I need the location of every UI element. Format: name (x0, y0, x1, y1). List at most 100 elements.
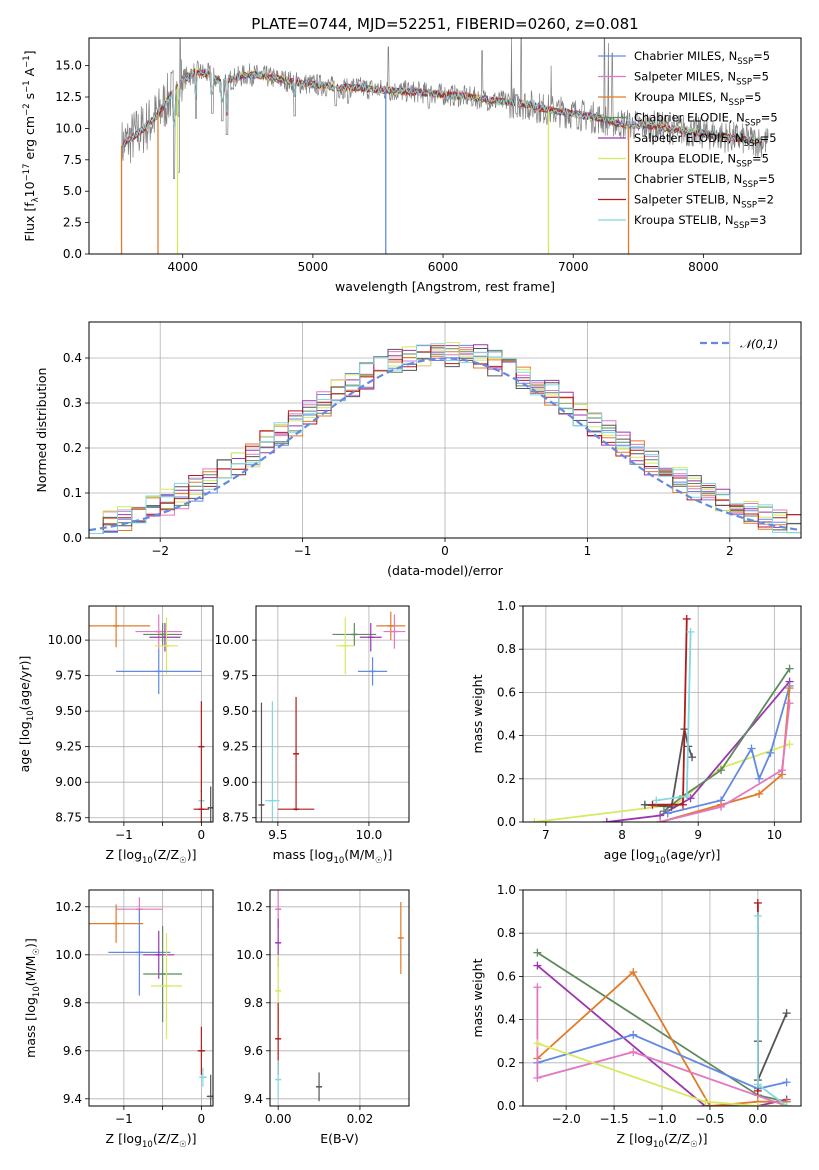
y-tick-label: 10.00 (215, 633, 249, 647)
residual-histogram (89, 343, 801, 534)
plus-marker (785, 664, 794, 673)
plus-marker (629, 1030, 638, 1039)
x-tick-label: 4000 (167, 260, 198, 274)
plus-marker (640, 800, 649, 809)
panel-spectrum: 4000 5000 6000 7000 8000 0.0 2.5 5.0 7.5 10.0 12.5… (22, 37, 802, 294)
plus-marker (785, 740, 794, 749)
x-tick-label: 8000 (688, 260, 719, 274)
plus-marker (682, 614, 691, 623)
plus-marker (682, 792, 691, 801)
mass-weight-series (659, 703, 791, 822)
y-tick-label: 15.0 (55, 59, 82, 73)
y-tick-label: 9.6 (244, 1044, 263, 1058)
y-tick-label: 10.0 (55, 948, 82, 962)
plus-marker (629, 1048, 638, 1056)
axes-frame (88, 889, 214, 1107)
errorbar-point (199, 1067, 207, 1087)
legend-label: Chabrier MILES, NSSP=5 (634, 49, 770, 67)
errorbar-point (383, 614, 406, 649)
plus-marker (717, 766, 726, 775)
y-tick-label: 9.50 (222, 704, 249, 718)
y-axis-label: mass weight (470, 958, 485, 1037)
y-tick-label: 9.50 (55, 704, 82, 718)
y-tick-label: 0.4 (497, 729, 516, 743)
plot-area (530, 614, 794, 822)
x-tick-label: 0.0 (748, 1112, 767, 1126)
axes-frame (88, 605, 214, 823)
y-tick-label: 0.0 (63, 531, 82, 545)
y-tick-label: 2.5 (63, 216, 82, 230)
plus-marker (782, 1078, 791, 1087)
x-tick-label: 0 (198, 828, 206, 842)
errorbar-point (154, 617, 179, 675)
y-tick-label: 9.4 (63, 1092, 82, 1106)
plus-marker (530, 818, 539, 822)
errorbar-point (316, 1072, 323, 1102)
plus-marker (782, 1009, 791, 1018)
plot-area (533, 898, 791, 1106)
y-tick-label: 0.0 (63, 247, 82, 261)
x-tick-label: 7000 (558, 260, 589, 274)
legend-label: 𝒩(0,1) (740, 337, 778, 351)
plus-marker (755, 774, 764, 783)
errorbar-point (332, 623, 377, 646)
legend-label: Chabrier STELIB, NSSP=5 (634, 172, 775, 190)
x-tick-label: 0 (198, 1112, 206, 1126)
y-axis-label: mass weight (470, 674, 485, 753)
plus-marker (533, 1039, 542, 1048)
errorbar-point (143, 623, 182, 646)
plus-marker (686, 627, 695, 636)
y-tick-label: 0.2 (63, 441, 82, 455)
mass-weight-series (537, 1042, 787, 1106)
legend-label: Kroupa ELODIE, NSSP=5 (634, 152, 769, 170)
x-axis-label: age [log10(age/yr)] (604, 847, 721, 866)
x-tick-label: 0.02 (347, 1112, 374, 1126)
mass-weight-series (757, 915, 788, 1106)
plus-marker (782, 1102, 791, 1106)
y-tick-label: 10.00 (48, 633, 82, 647)
errorbar-point (149, 623, 181, 652)
errorbar-point (397, 902, 404, 974)
model-spectrum (122, 68, 763, 149)
legend-label: Chabrier ELODIE, NSSP=5 (634, 111, 778, 129)
plus-marker (705, 1102, 714, 1106)
plot-area (275, 890, 404, 1102)
errorbar-point (376, 611, 406, 641)
y-tick-label: 0.1 (63, 486, 82, 500)
errorbar-point (336, 617, 355, 675)
x-tick-label: −1 (115, 828, 133, 842)
panel-mass-vs-Z: −1 0 9.4 9.6 9.8 10.0 10.2 Z [log10(Z/Z☉)] mass … (23, 889, 214, 1150)
gridlines (523, 889, 801, 1107)
plot-area (89, 606, 213, 822)
x-tick-label: −1.0 (647, 1112, 676, 1126)
x-tick-label: −0.5 (695, 1112, 724, 1126)
x-tick-label: 9.5 (268, 828, 287, 842)
x-axis-label: mass [log10(M/M☉)] (273, 847, 393, 866)
x-tick-label: 10 (767, 828, 782, 842)
y-tick-label: 10.2 (236, 900, 263, 914)
mass-weight-series (537, 1033, 787, 1090)
plus-marker (785, 684, 794, 693)
mass-weight-series (536, 964, 787, 1106)
y-tick-label: 9.25 (222, 740, 249, 754)
plus-marker (533, 948, 542, 957)
y-tick-label: 0.0 (497, 815, 516, 829)
errorbar-point (89, 606, 151, 648)
y-tick-label: 8.75 (55, 811, 82, 825)
y-axis-label: Normed distribution (34, 368, 49, 493)
y-axis-label: Flux [fλ10−17 erg cm−2 s−1 A−1] (22, 50, 41, 241)
plus-marker (753, 1080, 762, 1089)
plus-marker (753, 898, 762, 907)
y-tick-label: 7.5 (63, 153, 82, 167)
plus-marker (688, 753, 697, 762)
plus-marker (533, 983, 542, 992)
errorbar-point (108, 909, 171, 996)
panel-age-vs-Z: −1 0 8.75 9.00 9.25 9.50 9.75 10.00 Z [log10(Z/Z… (17, 605, 214, 866)
errorbar-point (116, 648, 202, 695)
x-tick-label: −1 (115, 1112, 133, 1126)
y-tick-label: 5.0 (63, 184, 82, 198)
y-tick-label: 0.4 (63, 351, 82, 365)
mass-weight-series (652, 618, 688, 806)
plus-marker (753, 1102, 762, 1106)
legend: 𝒩(0,1) (700, 337, 778, 351)
